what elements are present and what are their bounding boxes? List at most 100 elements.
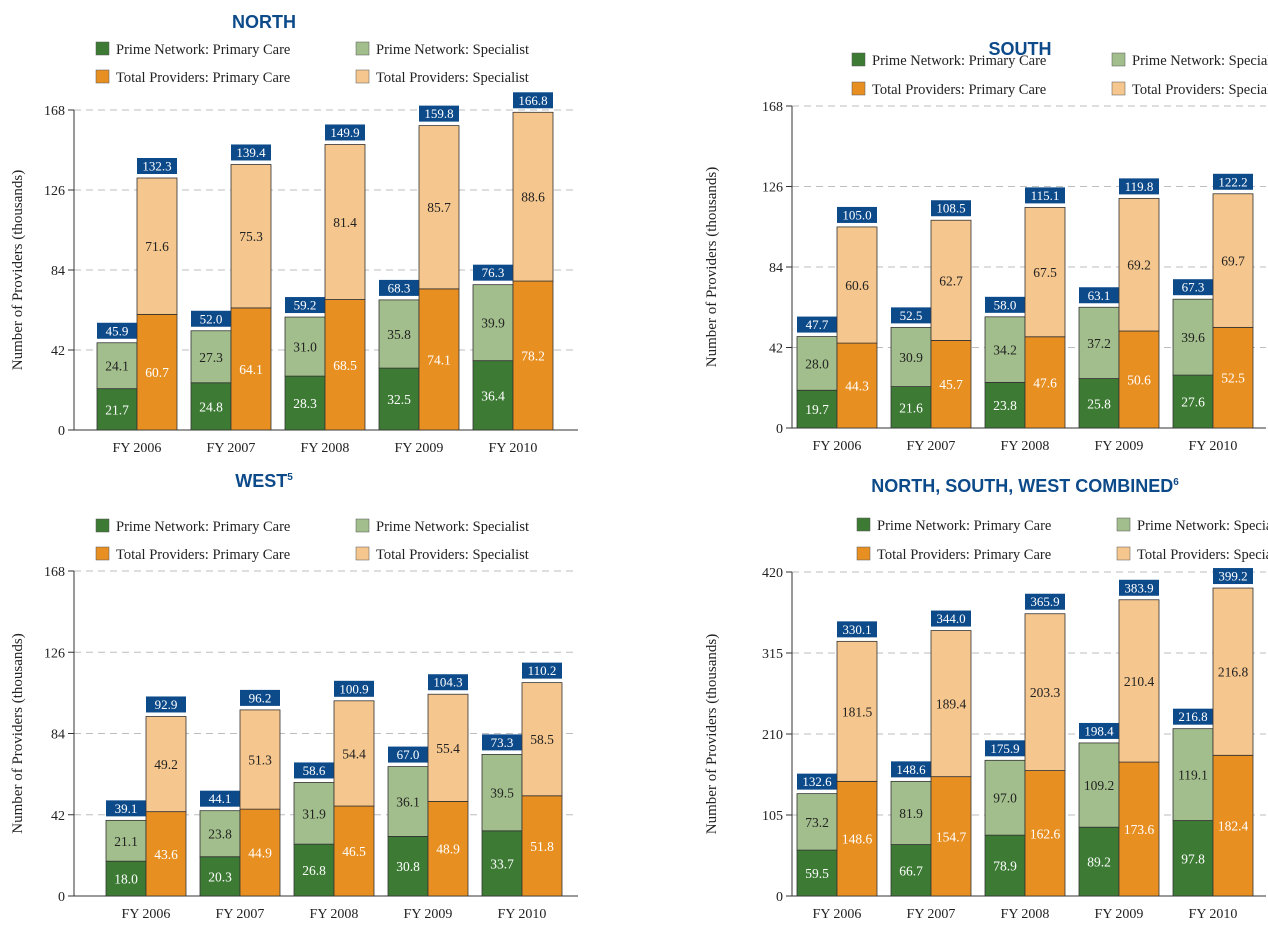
- total-label-prime: 67.0: [397, 747, 420, 762]
- total-badge-prime: [473, 264, 513, 281]
- data-label-total-primary-care: 47.6: [1033, 375, 1057, 390]
- total-badge-prime: [1079, 722, 1119, 739]
- bar-prime-primary-care: [890, 844, 932, 897]
- bar-total-specialist: [1118, 599, 1160, 763]
- bar-total-specialist: [145, 716, 187, 813]
- data-label-total-primary-care: 64.1: [239, 362, 263, 377]
- x-tick-label: FY 2007: [907, 439, 956, 454]
- data-label-prime-specialist: 119.1: [1178, 768, 1208, 783]
- data-label-prime-primary-care: 33.7: [490, 856, 514, 871]
- chart-panel-north: NORTH Prime Network: Primary Care Prime Ne…: [0, 0, 600, 460]
- total-label-prime: 59.2: [294, 298, 317, 313]
- total-label-total: 110.2: [528, 663, 557, 678]
- chart-panel-west: WEST5 Prime Network: Primary Care Prime Ne…: [0, 460, 600, 922]
- total-badge-total: [931, 200, 971, 217]
- data-label-prime-specialist: 109.2: [1084, 778, 1114, 793]
- total-label-prime: 58.6: [303, 763, 326, 778]
- legend-label-prime-primary: Prime Network: Primary Care: [116, 519, 290, 535]
- total-label-prime: 58.0: [994, 297, 1017, 312]
- chart-svg-north: NORTH Prime Network: Primary Care Prime Ne…: [10, 12, 578, 456]
- y-tick-label: 126: [44, 184, 65, 199]
- bar-prime-primary-care: [190, 382, 232, 431]
- y-tick-label: 168: [44, 565, 65, 580]
- chart-title: WEST5: [235, 471, 293, 491]
- data-label-prime-primary-care: 25.8: [1087, 396, 1111, 411]
- legend-label-prime-specialist: Prime Network: Specialist: [376, 519, 529, 535]
- data-label-total-specialist: 62.7: [939, 273, 963, 288]
- total-badge-prime: [1079, 287, 1119, 304]
- data-label-total-specialist: 75.3: [239, 229, 263, 244]
- data-label-prime-specialist: 23.8: [208, 827, 232, 842]
- bar-total-primary-care: [1118, 330, 1160, 429]
- total-badge-prime: [191, 310, 231, 327]
- chart-title: NORTH, SOUTH, WEST COMBINED6: [871, 476, 1179, 496]
- total-label-total: 115.1: [1031, 188, 1060, 203]
- y-tick-label: 105: [762, 809, 783, 824]
- data-label-prime-specialist: 81.9: [899, 806, 923, 821]
- bar-prime-specialist: [1172, 728, 1214, 821]
- data-label-prime-primary-care: 36.4: [481, 388, 505, 403]
- bar-prime-primary-care: [96, 388, 138, 431]
- legend-swatch-total-specialist: [1116, 546, 1131, 561]
- total-badge-total: [1119, 579, 1159, 596]
- total-label-total: 139.4: [236, 145, 266, 160]
- x-tick-label: FY 2009: [395, 441, 444, 456]
- total-badge-total: [146, 696, 186, 713]
- total-label-total: 104.3: [433, 675, 462, 690]
- data-label-prime-primary-care: 21.7: [105, 402, 129, 417]
- total-badge-total: [513, 92, 553, 109]
- bar-total-specialist: [930, 630, 972, 778]
- bar-total-specialist: [512, 111, 554, 282]
- bar-total-specialist: [333, 700, 375, 807]
- total-badge-total: [334, 680, 374, 697]
- total-badge-prime: [1173, 708, 1213, 725]
- x-tick-label: FY 2008: [1001, 439, 1050, 454]
- x-tick-label: FY 2010: [498, 907, 547, 921]
- data-label-prime-primary-care: 97.8: [1181, 851, 1205, 866]
- legend-swatch-total-primary: [95, 69, 110, 84]
- bar-total-specialist: [1212, 587, 1254, 756]
- data-label-prime-primary-care: 18.0: [114, 872, 138, 887]
- bar-prime-specialist: [796, 793, 838, 851]
- data-label-total-primary-care: 78.2: [521, 349, 545, 364]
- bar-total-primary-care: [1024, 336, 1066, 429]
- data-label-prime-primary-care: 32.5: [387, 392, 411, 407]
- y-tick-label: 42: [51, 809, 65, 824]
- total-badge-prime: [891, 307, 931, 324]
- bar-total-specialist: [230, 164, 272, 309]
- bar-prime-primary-care: [199, 856, 241, 897]
- data-label-total-specialist: 216.8: [1218, 665, 1249, 680]
- total-badge-total: [231, 144, 271, 161]
- data-label-prime-specialist: 34.2: [993, 343, 1017, 358]
- total-label-prime: 216.8: [1178, 709, 1207, 724]
- legend-label-total-primary: Total Providers: Primary Care: [116, 547, 290, 563]
- x-tick-label: FY 2009: [1095, 907, 1144, 921]
- data-label-prime-specialist: 24.1: [105, 359, 129, 374]
- total-label-total: 122.2: [1218, 174, 1247, 189]
- bar-prime-specialist: [190, 330, 232, 384]
- data-label-prime-specialist: 28.0: [805, 356, 829, 371]
- total-label-prime: 52.0: [200, 311, 223, 326]
- data-label-prime-specialist: 27.3: [199, 350, 223, 365]
- total-label-prime: 63.1: [1088, 288, 1111, 303]
- y-tick-label: 84: [769, 261, 783, 276]
- total-badge-total: [837, 621, 877, 638]
- legend-swatch-total-primary: [856, 546, 871, 561]
- total-label-prime: 47.7: [806, 317, 829, 332]
- bar-total-specialist: [1024, 613, 1066, 771]
- total-label-prime: 67.3: [1182, 280, 1205, 295]
- legend-label-prime-primary: Prime Network: Primary Care: [872, 53, 1046, 69]
- total-label-total: 159.8: [424, 106, 453, 121]
- data-label-prime-specialist: 97.0: [993, 791, 1017, 806]
- x-tick-label: FY 2007: [907, 907, 956, 921]
- chart-title: NORTH: [232, 12, 296, 32]
- legend-label-total-specialist: Total Providers: Specialist: [376, 70, 529, 86]
- bar-prime-specialist: [96, 342, 138, 390]
- bar-total-specialist: [324, 144, 366, 300]
- legend-swatch-total-primary: [95, 546, 110, 561]
- legend-swatch-prime-specialist: [355, 41, 370, 56]
- total-badge-total: [1213, 173, 1253, 190]
- bar-prime-specialist: [1078, 306, 1120, 379]
- total-badge-total: [428, 674, 468, 691]
- bar-prime-primary-care: [1172, 374, 1214, 429]
